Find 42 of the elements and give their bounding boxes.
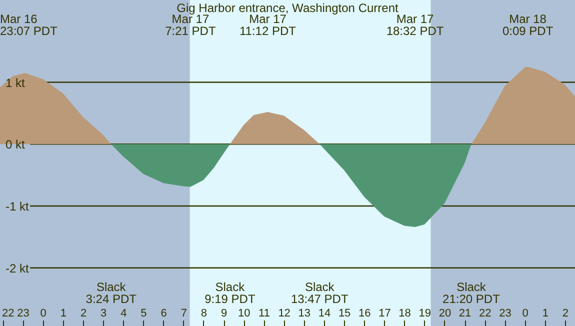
y-tick-label: -2 kt: [6, 261, 30, 276]
y-tick-label: -1 kt: [6, 199, 30, 214]
y-tick-label: 0 kt: [6, 138, 26, 152]
x-tick-label: 5: [140, 308, 147, 320]
x-tick-label: 3: [100, 308, 107, 320]
x-tick-label: 22: [2, 308, 14, 320]
chart-title: Gig Harbor entrance, Washington Current: [176, 1, 399, 15]
annotation: Mar 16 23:07 PDT: [0, 12, 58, 38]
y-tick-label: 1 kt: [6, 76, 26, 90]
x-tick-label: 17: [378, 308, 391, 320]
x-tick-label: 14: [318, 308, 331, 320]
annotation: Slack 21:20 PDT: [442, 280, 501, 306]
x-tick-label: 8: [200, 308, 208, 320]
annotation: Mar 17 11:12 PDT: [240, 12, 297, 38]
annotation: Slack 3:24 PDT: [86, 280, 138, 306]
x-tick-label: 9: [221, 308, 228, 320]
x-tick-label: 7: [180, 308, 187, 320]
x-tick-label: 2: [562, 308, 569, 320]
annotation: Slack 13:47 PDT: [290, 280, 349, 306]
x-tick-label: 2: [80, 308, 87, 320]
x-tick-label: 23: [17, 308, 30, 320]
x-tick-label: 22: [479, 308, 492, 320]
x-tick-label: 15: [338, 308, 351, 320]
x-tick-label: 11: [258, 308, 270, 320]
annotation: Mar 18 0:09 PDT: [502, 12, 554, 38]
x-tick-label: 6: [160, 308, 167, 320]
x-tick-label: 20: [438, 308, 452, 320]
x-tick-label: 18: [398, 308, 411, 320]
x-tick-label: 16: [358, 308, 371, 320]
x-tick-label: 19: [418, 308, 432, 320]
x-tick-label: 1: [542, 308, 548, 320]
x-tick-label: 13: [298, 308, 311, 320]
annotation: Slack 9:19 PDT: [204, 280, 256, 306]
x-tick-label: 0: [40, 308, 46, 320]
x-tick-label: 1: [60, 308, 66, 320]
x-tick-label: 23: [499, 308, 512, 320]
x-tick-label: 4: [120, 308, 127, 320]
annotation: Mar 17 18:32 PDT: [386, 12, 444, 38]
x-tick-label: 21: [458, 308, 472, 320]
x-tick-label: 10: [238, 308, 250, 320]
x-tick-label: 0: [522, 308, 528, 320]
x-tick-label: 12: [278, 308, 290, 320]
